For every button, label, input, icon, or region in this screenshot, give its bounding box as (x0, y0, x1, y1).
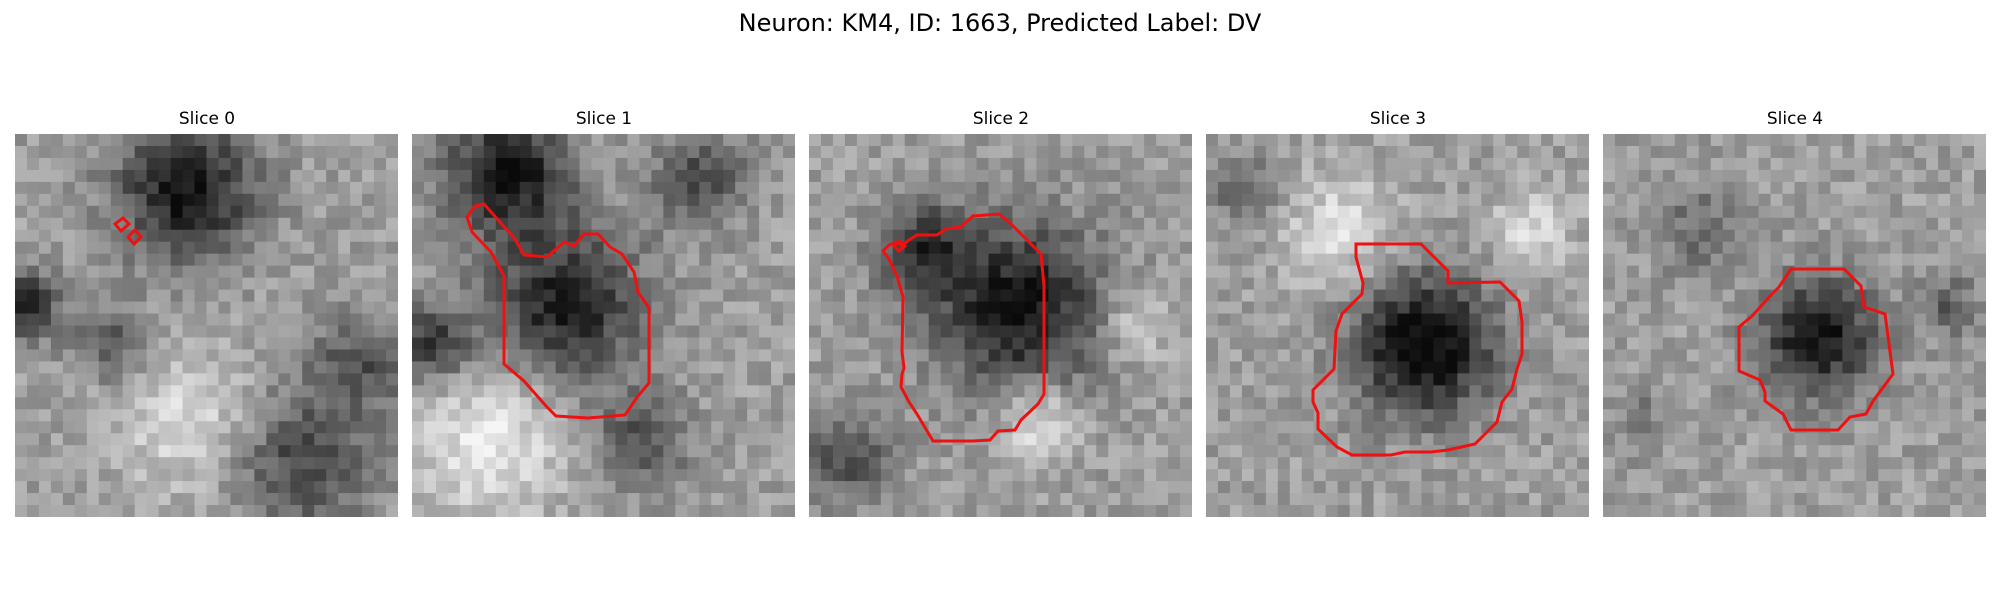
segmentation-outline (1737, 267, 1895, 432)
segmentation-outline (891, 238, 908, 254)
slice-image (15, 134, 398, 517)
microscopy-image (15, 134, 398, 517)
slice-panel-1: Slice 1 (412, 107, 796, 517)
microscopy-image (809, 134, 1192, 517)
slice-image (412, 134, 795, 517)
slice-image (1206, 134, 1589, 517)
slice-panel-4: Slice 4 (1603, 107, 1987, 517)
slice-title: Slice 2 (972, 109, 1030, 129)
slice-panel-0: Slice 0 (15, 107, 399, 517)
segmentation-outline (125, 227, 144, 247)
slice-title: Slice 3 (1369, 109, 1427, 129)
slice-title: Slice 0 (178, 109, 236, 129)
slice-image (809, 134, 1192, 517)
segmentation-outline (881, 212, 1046, 443)
figure-title: Neuron: KM4, ID: 1663, Predicted Label: … (738, 9, 1262, 37)
segmentation-outline (465, 202, 651, 420)
segmentation-outline (112, 216, 132, 234)
slice-image (1603, 134, 1986, 517)
slice-title: Slice 4 (1766, 109, 1824, 129)
segmentation-outline (1311, 242, 1524, 457)
slice-panel-2: Slice 2 (809, 107, 1193, 517)
microscopy-image (412, 134, 795, 517)
slice-title: Slice 1 (575, 109, 633, 129)
slice-panel-3: Slice 3 (1206, 107, 1590, 517)
microscopy-image (1206, 134, 1589, 517)
microscopy-image (1603, 134, 1986, 517)
